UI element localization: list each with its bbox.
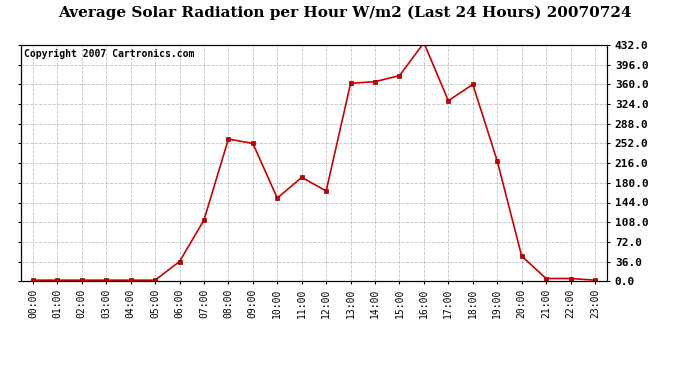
- Text: Copyright 2007 Cartronics.com: Copyright 2007 Cartronics.com: [23, 48, 194, 58]
- Text: Average Solar Radiation per Hour W/m2 (Last 24 Hours) 20070724: Average Solar Radiation per Hour W/m2 (L…: [58, 6, 632, 20]
